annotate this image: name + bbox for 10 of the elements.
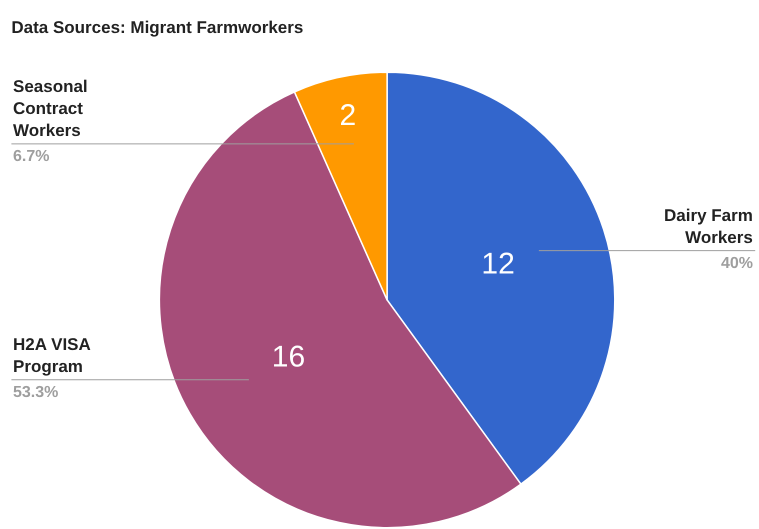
data-label: 16 xyxy=(272,340,306,374)
chart-title: Data Sources: Migrant Farmworkers xyxy=(11,18,304,38)
slice-label: Seasonal Contract Workers xyxy=(13,77,88,140)
slice-label: Dairy Farm Workers xyxy=(664,206,753,248)
text: 6.7% xyxy=(13,148,50,165)
data-label: 2 xyxy=(340,99,356,132)
slice-label: H2A VISA Program xyxy=(13,335,91,376)
data-label: 12 xyxy=(481,247,515,280)
text: 53.3% xyxy=(13,384,58,401)
text: 40% xyxy=(721,255,754,272)
